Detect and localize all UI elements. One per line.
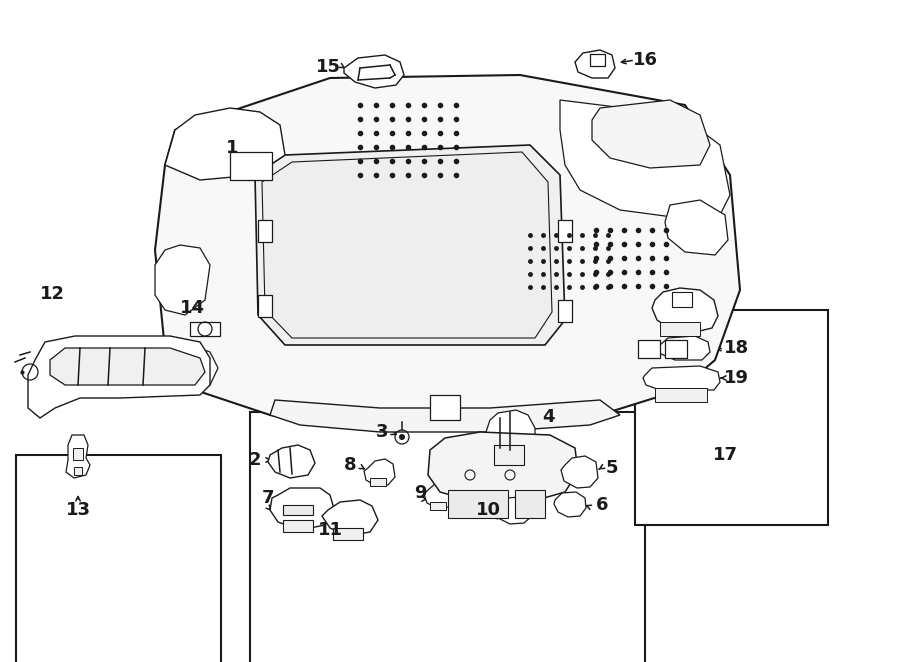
Text: 1: 1 [226,139,239,157]
Text: 8: 8 [344,456,356,474]
Polygon shape [155,75,740,430]
Bar [430,502,446,510]
Bar [448,490,508,518]
Bar [590,54,605,66]
Polygon shape [652,288,718,332]
Text: 10: 10 [475,501,500,519]
Polygon shape [165,345,218,390]
Polygon shape [270,400,620,432]
Polygon shape [665,200,728,255]
Polygon shape [155,245,210,315]
Bar [74,467,82,475]
Polygon shape [424,481,456,508]
Bar [515,490,545,518]
Polygon shape [165,108,285,180]
Polygon shape [255,145,565,345]
Bar [73,448,83,460]
Circle shape [399,434,405,440]
Text: 7: 7 [262,489,274,507]
Polygon shape [268,445,315,478]
Text: 17: 17 [713,446,737,464]
Text: 6: 6 [596,496,608,514]
Text: 2: 2 [248,451,261,469]
Bar [258,295,272,317]
Bar [672,292,692,307]
Polygon shape [66,435,90,478]
Polygon shape [50,348,205,385]
Text: 19: 19 [724,369,749,387]
Text: 5: 5 [606,459,618,477]
Bar [333,528,363,540]
Polygon shape [575,50,615,78]
Polygon shape [494,497,532,524]
Bar [258,220,272,242]
Text: 3: 3 [376,423,388,441]
Bar [16,455,221,662]
Text: 12: 12 [40,285,65,303]
Bar [430,395,460,420]
Bar [250,412,645,662]
Polygon shape [561,456,598,488]
Bar [638,340,660,358]
Bar [230,152,272,180]
Text: 13: 13 [66,501,91,519]
Polygon shape [554,492,586,517]
Text: 15: 15 [316,58,340,76]
Text: 9: 9 [414,484,427,502]
Polygon shape [344,55,404,88]
Bar [283,520,313,532]
Polygon shape [428,432,578,502]
Polygon shape [28,336,210,418]
Polygon shape [486,410,535,452]
Text: 11: 11 [318,521,343,539]
Bar [665,340,687,358]
Bar [494,445,524,465]
Polygon shape [643,366,720,390]
Text: 16: 16 [633,51,658,69]
Polygon shape [560,100,730,218]
Bar [660,322,700,336]
Text: 14: 14 [179,299,204,317]
Bar [283,505,313,515]
Polygon shape [592,100,710,168]
Bar [655,388,707,402]
Polygon shape [262,152,552,338]
Bar [635,310,828,525]
Polygon shape [364,459,395,486]
Polygon shape [658,336,710,360]
Bar [558,220,572,242]
Text: 4: 4 [542,408,554,426]
Text: 18: 18 [724,339,749,357]
Polygon shape [270,488,335,530]
Polygon shape [322,500,378,536]
Bar [558,300,572,322]
Bar [370,478,386,486]
Bar [190,322,220,336]
